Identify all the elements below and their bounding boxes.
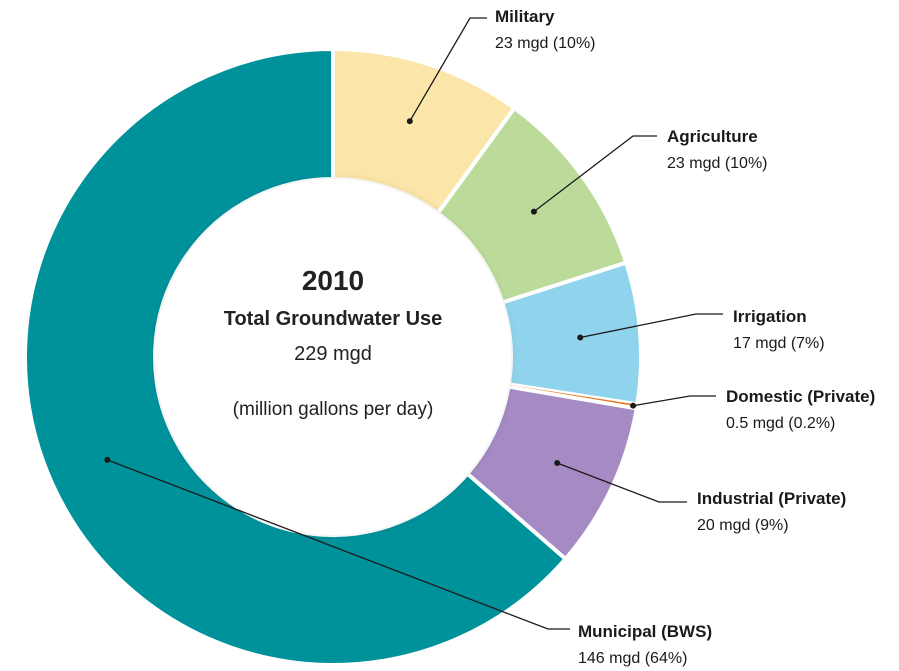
- leader-line-domestic-private: [632, 395, 716, 407]
- label-name-irrigation: Irrigation: [733, 307, 807, 326]
- label-name-municipal-bws: Municipal (BWS): [578, 622, 712, 641]
- label-name-industrial-private: Industrial (Private): [697, 489, 846, 508]
- leader-line-military: [409, 17, 487, 122]
- leader-line-municipal-bws: [107, 459, 570, 630]
- center-total: 229 mgd: [294, 343, 372, 365]
- label-value-municipal-bws: 146 mgd (64%): [578, 650, 687, 667]
- leader-line-industrial-private: [556, 462, 687, 503]
- label-name-domestic-private: Domestic (Private): [726, 387, 875, 406]
- label-value-agriculture: 23 mgd (10%): [667, 155, 768, 172]
- slice-labels: Military 23 mgd (10%) Agriculture 23 mgd (1…: [495, 7, 875, 667]
- label-name-agriculture: Agriculture: [667, 127, 758, 146]
- leader-line-irrigation: [580, 313, 723, 339]
- label-value-domestic-private: 0.5 mgd (0.2%): [726, 415, 835, 432]
- label-value-military: 23 mgd (10%): [495, 35, 596, 52]
- center-label: 2010 Total Groundwater Use 229 mgd (mill…: [224, 265, 443, 420]
- donut-hole: [155, 179, 511, 535]
- center-units: (million gallons per day): [233, 399, 434, 420]
- leader-line-agriculture: [533, 135, 657, 213]
- leader-lines: [104, 17, 723, 630]
- center-title: Total Groundwater Use: [224, 308, 443, 330]
- label-value-industrial-private: 20 mgd (9%): [697, 517, 789, 534]
- center-year: 2010: [302, 265, 364, 296]
- label-value-irrigation: 17 mgd (7%): [733, 335, 825, 352]
- label-name-military: Military: [495, 7, 555, 26]
